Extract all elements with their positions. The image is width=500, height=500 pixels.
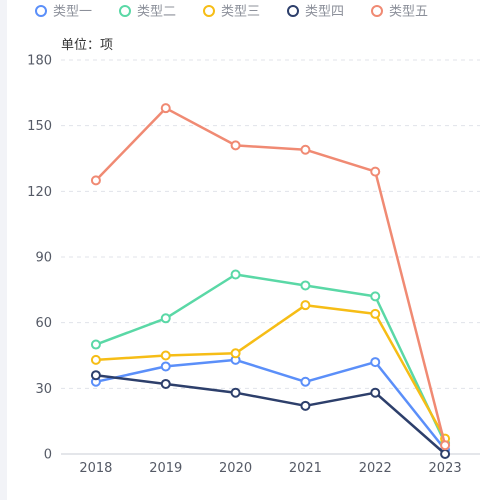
y-tick-label: 0 [44,448,52,463]
legend-item[interactable]: 类型一 [35,5,92,20]
legend-item[interactable]: 类型二 [119,5,176,20]
axes: 0 30 60 90 120 150 180 2018 2019 2020 2021 2022 2023 [27,54,480,476]
series-2 [90,269,451,449]
series-line [94,303,447,440]
data-point [370,387,381,398]
series-line [94,106,447,447]
data-point [160,378,171,389]
data-point [370,166,381,177]
data-point [230,269,241,280]
legend-item[interactable]: 类型五 [371,5,428,20]
legend-marker [203,5,215,17]
legend-marker [119,5,131,17]
data-point [370,357,381,368]
y-tick-label: 60 [35,316,52,331]
legend-marker [287,5,299,17]
legend-item[interactable]: 类型四 [287,5,344,20]
data-point [300,300,311,311]
data-point [230,387,241,398]
legend-label: 类型五 [389,5,428,20]
grid-lines [61,59,480,389]
data-point [160,350,171,361]
data-point [90,354,101,365]
unit-label: 单位：项 [61,38,113,53]
series-5 [90,103,451,451]
y-tick-label: 120 [27,185,52,200]
legend-label: 类型二 [137,5,176,20]
data-point [440,440,451,451]
x-tick-label: 2023 [429,461,462,476]
series-4 [90,370,451,459]
legend-marker [35,5,47,17]
y-tick-label: 180 [27,54,52,69]
x-tick-label: 2019 [149,461,182,476]
y-tick-label: 90 [35,251,52,266]
data-point [440,449,451,459]
left-side-strip [0,0,7,500]
series-line [94,358,447,451]
series-line [94,373,447,456]
data-point [300,400,311,411]
y-tick-label: 150 [27,119,52,134]
data-point [300,144,311,155]
legend-label: 类型三 [221,5,260,20]
data-point [300,376,311,387]
data-point [90,339,101,350]
data-point [90,370,101,381]
series-lines [90,103,451,459]
x-tick-label: 2022 [359,461,392,476]
data-point [370,308,381,319]
data-point [300,280,311,291]
data-point [160,103,171,114]
x-tick-label: 2021 [289,461,322,476]
legend-item[interactable]: 类型三 [203,5,260,20]
series-1 [90,354,451,455]
data-point [370,291,381,302]
data-point [90,175,101,186]
legend-marker [371,5,383,17]
legend-label: 类型四 [305,5,344,20]
data-point [230,348,241,359]
series-line [94,273,447,445]
series-3 [90,300,451,444]
data-point [230,140,241,151]
x-tick-label: 2018 [79,461,112,476]
legend[interactable]: 类型一 类型二 类型三 类型四 类型五 [35,5,428,20]
y-tick-label: 30 [35,382,52,397]
x-tick-label: 2020 [219,461,252,476]
data-point [160,361,171,372]
data-point [160,313,171,324]
legend-label: 类型一 [53,5,92,20]
